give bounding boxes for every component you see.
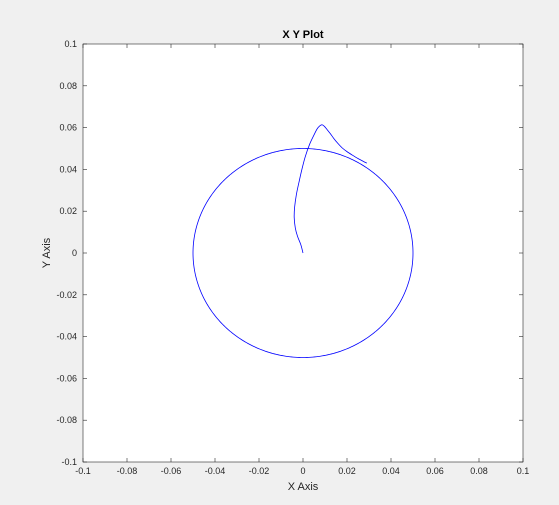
y-tick-label: -0.08 [56,415,77,425]
y-tick-label: 0.04 [59,164,77,174]
data-layer [192,124,414,358]
y-tick-label: 0.1 [64,39,77,49]
x-tick-label: -0.04 [205,466,226,476]
circle-trajectory-line [192,148,414,358]
y-tick-label: -0.02 [56,290,77,300]
x-tick-label: -0.02 [249,466,270,476]
x-tick-label: -0.06 [161,466,182,476]
y-tick-label: -0.04 [56,332,77,342]
x-tick-label: -0.1 [75,466,91,476]
chart-title: X Y Plot [282,29,324,41]
y-tick-label: -0.1 [61,457,77,467]
y-axis-ticks: -0.1 -0.08 -0.06 -0.04 -0.02 0 0.02 0.04 0.06 0.0… [56,39,523,467]
x-tick-label: 0.08 [470,466,488,476]
x-tick-label: -0.08 [117,466,138,476]
x-tick-label: 0.1 [517,466,530,476]
x-tick-label: 0.06 [426,466,444,476]
y-tick-label: 0 [72,248,77,258]
y-tick-label: 0.02 [59,206,77,216]
y-axis-label: Y Axis [41,237,53,268]
x-axis-label: X Axis [288,481,319,493]
spiral-approach-line [293,124,367,254]
x-tick-label: 0.02 [338,466,356,476]
x-axis-ticks: -0.1 -0.08 -0.06 -0.04 -0.02 0 0.02 0.04 0.06 0.0… [75,44,529,476]
y-tick-label: 0.06 [59,123,77,133]
y-tick-label: 0.08 [59,81,77,91]
x-tick-label: 0 [300,466,305,476]
y-tick-label: -0.06 [56,373,77,383]
x-tick-label: 0.04 [382,466,400,476]
